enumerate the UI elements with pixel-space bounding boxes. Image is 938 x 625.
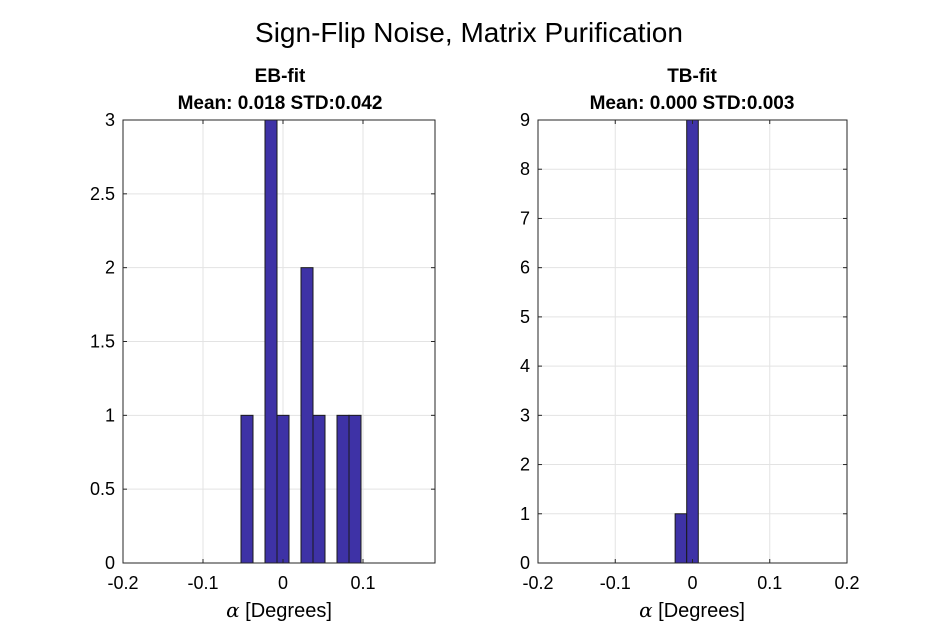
histogram-eb-fit: EB-fit Mean: 0.018 STD:0.042 -0.2 -0.1 0 0.…	[90, 66, 436, 622]
x-axis-label: α [Degrees]	[226, 598, 332, 622]
y-tick-label: 9	[520, 110, 530, 130]
y-tick-label: 8	[520, 159, 530, 179]
axes-subtitle: Mean: 0.000 STD:0.003	[590, 93, 795, 114]
ticks: -0.2 -0.1 0 0.1 0.2 0 1 2 3 4 5 6 7 8 9	[520, 110, 860, 593]
y-tick-label: 0.5	[90, 479, 115, 499]
histogram-bar	[300, 267, 314, 564]
ticks: -0.2 -0.1 0 0.1 0 0.5 1 1.5 2 2.5 3	[90, 110, 435, 593]
y-tick-label: 3	[520, 405, 530, 425]
x-tick-label: 0	[687, 573, 697, 593]
y-tick-label: 4	[520, 356, 530, 376]
histogram-bar	[686, 119, 699, 564]
y-tick-label: 1	[105, 405, 115, 425]
y-tick-label: 5	[520, 307, 530, 327]
y-tick-label: 7	[520, 208, 530, 228]
axes-title: TB-fit	[667, 66, 717, 87]
histogram-tb-fit: TB-fit Mean: 0.000 STD:0.003 -0.2 -0.1 0 0.…	[520, 66, 860, 622]
histogram-bar	[336, 414, 350, 564]
y-tick-label: 3	[105, 110, 115, 130]
histogram-bar	[240, 414, 254, 564]
histogram-bar	[348, 414, 362, 564]
x-tick-label: 0.1	[350, 573, 375, 593]
y-tick-label: 2.5	[90, 184, 115, 204]
y-tick-label: 6	[520, 258, 530, 278]
y-tick-label: 2	[105, 258, 115, 278]
x-tick-label: -0.1	[187, 573, 218, 593]
y-tick-label: 1.5	[90, 332, 115, 352]
histogram-bar	[312, 414, 326, 564]
bars	[674, 119, 699, 564]
histogram-bar	[264, 119, 278, 564]
x-tick-label: 0	[278, 573, 288, 593]
x-tick-label: -0.1	[600, 573, 631, 593]
axes-subtitle: Mean: 0.018 STD:0.042	[178, 93, 383, 114]
x-tick-label: 0.2	[834, 573, 859, 593]
x-tick-label: -0.2	[107, 573, 138, 593]
histogram-bar	[674, 513, 688, 564]
x-tick-label: 0.1	[757, 573, 782, 593]
figure-title: Sign-Flip Noise, Matrix Purification	[255, 17, 683, 48]
y-tick-label: 0	[105, 553, 115, 573]
x-tick-label: -0.2	[522, 573, 553, 593]
y-tick-label: 2	[520, 455, 530, 475]
axes-title: EB-fit	[255, 66, 306, 87]
x-axis-label: α [Degrees]	[639, 598, 745, 622]
histogram-bar	[276, 414, 290, 564]
y-tick-label: 1	[520, 504, 530, 524]
y-tick-label: 0	[520, 553, 530, 573]
